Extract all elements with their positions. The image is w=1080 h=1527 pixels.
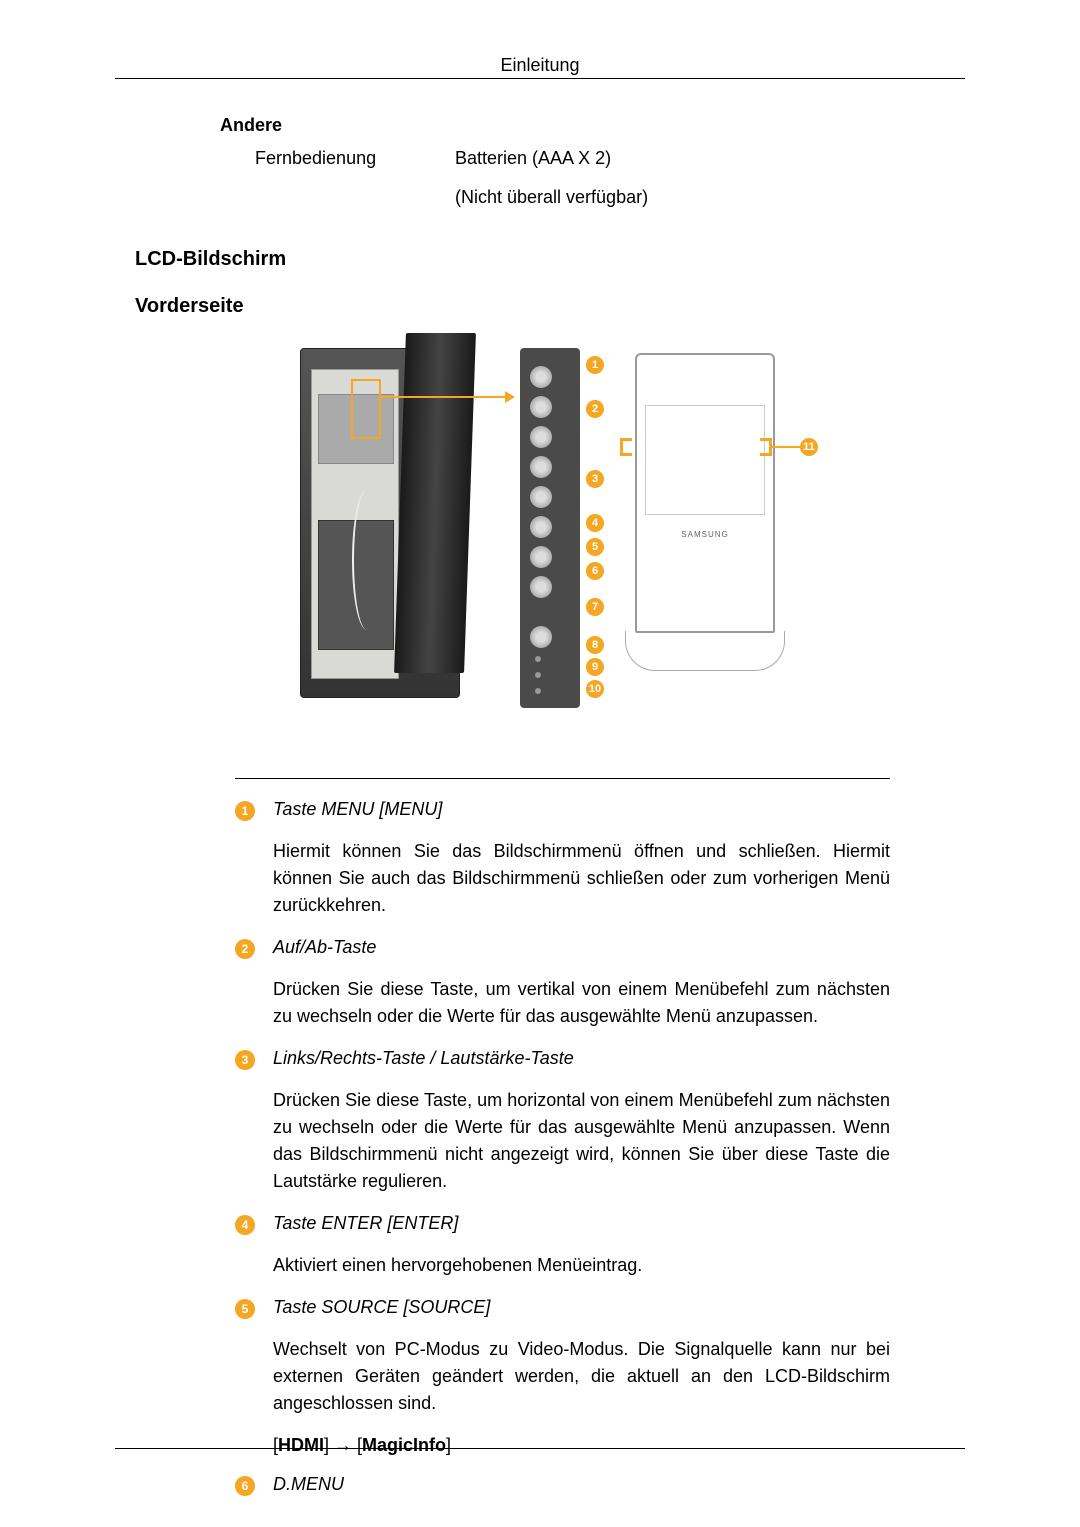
item-body: Hiermit können Sie das Bildschirmmenü öf… — [273, 838, 890, 919]
callout-arrowhead — [505, 391, 515, 403]
item-content: Taste ENTER [ENTER] Aktiviert einen herv… — [273, 1213, 890, 1297]
panel-button — [530, 456, 552, 478]
item-body: Drücken Sie diese Taste, um vertikal von… — [273, 976, 890, 1030]
callout-3: 3 — [586, 470, 604, 488]
item-content: Links/Rechts-Taste / Lautstärke-Taste Dr… — [273, 1048, 890, 1213]
display-stand: SAMSUNG — [620, 353, 790, 708]
front-heading: Vorderseite — [135, 295, 965, 318]
item-content: Taste MENU [MENU] Hiermit können Sie das… — [273, 799, 890, 937]
numbered-item: 1 Taste MENU [MENU] Hiermit können Sie d… — [235, 799, 890, 937]
panel-dot — [535, 656, 541, 662]
display-base — [625, 631, 785, 671]
panel-button — [530, 486, 552, 508]
panel-button — [530, 516, 552, 538]
item-number-badge: 6 — [235, 1476, 255, 1496]
front-diagram: 1 2 3 4 5 6 7 8 9 10 SAMSUNG 11 — [300, 338, 800, 718]
sensor-bracket-left — [620, 438, 632, 456]
item-title: D.MENU — [273, 1474, 890, 1495]
display-body: SAMSUNG — [635, 353, 775, 633]
callout-5: 5 — [586, 538, 604, 556]
panel-button — [530, 546, 552, 568]
numbered-item: 6 D.MENU — [235, 1474, 890, 1513]
item-title: Auf/Ab-Taste — [273, 937, 890, 958]
page-top-rule — [115, 78, 965, 79]
item-title: Taste SOURCE [SOURCE] — [273, 1297, 890, 1318]
display-logo: SAMSUNG — [637, 530, 773, 539]
item-body: Drücken Sie diese Taste, um horizontal v… — [273, 1087, 890, 1195]
other-remote: Fernbedienung — [255, 148, 455, 169]
numbered-item: 4 Taste ENTER [ENTER] Aktiviert einen he… — [235, 1213, 890, 1297]
callout-7: 7 — [586, 598, 604, 616]
item-title: Taste ENTER [ENTER] — [273, 1213, 890, 1234]
callout-6: 6 — [586, 562, 604, 580]
item-body: Wechselt von PC-Modus zu Video-Modus. Di… — [273, 1336, 890, 1417]
callout-2: 2 — [586, 400, 604, 418]
panel-button — [530, 626, 552, 648]
callout-4: 4 — [586, 514, 604, 532]
panel-button — [530, 426, 552, 448]
panel-button — [530, 576, 552, 598]
lcd-heading: LCD-Bildschirm — [135, 248, 965, 271]
page-content: Andere Fernbedienung Batterien (AAA X 2)… — [135, 115, 965, 1513]
item-content: Auf/Ab-Taste Drücken Sie diese Taste, um… — [273, 937, 890, 1048]
item-title: Taste MENU [MENU] — [273, 799, 890, 820]
button-panel — [520, 348, 580, 708]
numbered-item: 3 Links/Rechts-Taste / Lautstärke-Taste … — [235, 1048, 890, 1213]
item-number-badge: 2 — [235, 939, 255, 959]
item-number-badge: 4 — [235, 1215, 255, 1235]
numbered-item: 2 Auf/Ab-Taste Drücken Sie diese Taste, … — [235, 937, 890, 1048]
callout-10: 10 — [586, 680, 604, 698]
device-door — [394, 333, 476, 673]
callout-arrow — [380, 396, 510, 398]
callout-9: 9 — [586, 658, 604, 676]
cable-icon — [352, 490, 382, 630]
other-heading: Andere — [220, 115, 965, 136]
button-highlight — [351, 379, 381, 439]
numbered-item: 5 Taste SOURCE [SOURCE] Wechselt von PC-… — [235, 1297, 890, 1474]
callout-8: 8 — [586, 636, 604, 654]
other-row: Fernbedienung Batterien (AAA X 2) — [255, 148, 965, 169]
item-body: Aktiviert einen hervorgehobenen Menüeint… — [273, 1252, 890, 1279]
item-content: Taste SOURCE [SOURCE] Wechselt von PC-Mo… — [273, 1297, 890, 1474]
item-extra: [HDMI] → [MagicInfo] — [273, 1435, 890, 1456]
callout-11-line — [772, 446, 800, 448]
sensor-bracket-right — [760, 438, 772, 456]
other-batteries: Batterien (AAA X 2) — [455, 148, 611, 169]
display-screen — [645, 405, 765, 515]
item-number-badge: 1 — [235, 801, 255, 821]
other-availability: (Nicht überall verfügbar) — [455, 187, 965, 208]
item-content: D.MENU — [273, 1474, 890, 1513]
callout-11: 11 — [800, 438, 818, 456]
items-divider — [235, 778, 890, 779]
panel-dot — [535, 672, 541, 678]
item-number-badge: 5 — [235, 1299, 255, 1319]
page-header: Einleitung — [0, 55, 1080, 76]
panel-button — [530, 396, 552, 418]
callout-1: 1 — [586, 356, 604, 374]
item-number-badge: 3 — [235, 1050, 255, 1070]
panel-button — [530, 366, 552, 388]
panel-dot — [535, 688, 541, 694]
item-title: Links/Rechts-Taste / Lautstärke-Taste — [273, 1048, 890, 1069]
